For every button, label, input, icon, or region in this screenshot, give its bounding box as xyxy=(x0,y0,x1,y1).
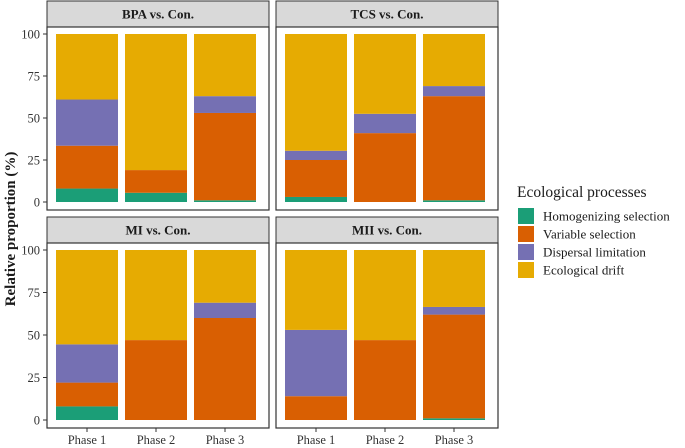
x-tick-label: Phase 3 xyxy=(435,433,474,447)
bar-segment-ecological-drift xyxy=(194,34,256,97)
bar-segment-variable-selection xyxy=(285,160,347,197)
legend-label: Ecological drift xyxy=(543,263,625,278)
bar-segment-homogenizing-selection xyxy=(285,196,347,202)
panel-border xyxy=(275,26,499,211)
bar-segment-variable-selection xyxy=(423,96,485,201)
bar-segment-variable-selection xyxy=(194,112,256,201)
legend-swatch-variable-selection xyxy=(518,226,534,242)
y-tick-label: 75 xyxy=(28,69,41,83)
facet-strip xyxy=(46,0,270,28)
bar-segment-dispersal-limitation xyxy=(285,329,347,397)
y-tick-label: 75 xyxy=(28,286,41,300)
facet-panels: BPA vs. Con. 0 25 50 75 100 TCS vs. Con. MI vs.… xyxy=(21,0,499,447)
x-tick-label: Phase 3 xyxy=(206,433,245,447)
legend: Ecological processes Homogenizing selecti… xyxy=(517,184,670,278)
legend-label: Homogenizing selection xyxy=(543,209,670,224)
bar-segment-ecological-drift xyxy=(423,250,485,307)
bar-segment-ecological-drift xyxy=(125,250,187,341)
facet-strip xyxy=(275,216,499,244)
y-tick-label: 50 xyxy=(28,111,41,125)
legend-label: Dispersal limitation xyxy=(543,245,646,260)
x-tick-label: Phase 2 xyxy=(137,433,176,447)
facet-strip xyxy=(46,216,270,244)
facet-title: TCS vs. Con. xyxy=(351,7,424,22)
bar-segment-dispersal-limitation xyxy=(194,302,256,318)
facet-strip xyxy=(275,0,499,28)
panel-tcs-vs-con: TCS vs. Con. xyxy=(275,0,499,211)
y-tick-label: 0 xyxy=(34,195,40,209)
bar-segment-ecological-drift xyxy=(194,250,256,303)
legend-title: Ecological processes xyxy=(517,184,647,201)
bar-segment-dispersal-limitation xyxy=(56,344,118,383)
y-tick-label: 25 xyxy=(28,371,41,385)
panel-mi-vs-con: MI vs. Con. 0 25 50 75 100 Phase 1 Phase 2 Phase… xyxy=(21,216,270,447)
bar-segment-variable-selection xyxy=(125,340,187,420)
y-tick-label: 50 xyxy=(28,328,41,342)
bar-segment-homogenizing-selection xyxy=(423,418,485,420)
bar-segment-homogenizing-selection xyxy=(56,406,118,420)
legend-label: Variable selection xyxy=(543,227,636,242)
bar-segment-dispersal-limitation xyxy=(354,113,416,134)
facet-title: MII vs. Con. xyxy=(352,223,422,238)
panel-mii-vs-con: MII vs. Con. Phase 1 Phase 2 Phase 3 xyxy=(275,216,499,447)
bar-segment-variable-selection xyxy=(56,145,118,189)
bar-segment-ecological-drift xyxy=(354,34,416,114)
legend-swatch-dispersal-limitation xyxy=(518,244,534,260)
bar-segment-dispersal-limitation xyxy=(423,86,485,97)
bar-segment-dispersal-limitation xyxy=(56,99,118,146)
bar-segment-variable-selection xyxy=(125,170,187,193)
panel-border xyxy=(275,242,499,429)
bar-segment-dispersal-limitation xyxy=(194,96,256,113)
y-tick-label: 25 xyxy=(28,153,41,167)
bar-segment-ecological-drift xyxy=(285,34,347,151)
bar-segment-ecological-drift xyxy=(125,34,187,171)
x-tick-label: Phase 1 xyxy=(297,433,336,447)
x-tick-label: Phase 2 xyxy=(366,433,405,447)
bar-segment-variable-selection xyxy=(194,318,256,420)
bar-segment-ecological-drift xyxy=(354,250,416,341)
bar-segment-homogenizing-selection xyxy=(194,200,256,202)
bar-segment-variable-selection xyxy=(354,340,416,420)
bar-segment-ecological-drift xyxy=(423,34,485,87)
panel-bpa-vs-con: BPA vs. Con. 0 25 50 75 100 xyxy=(21,0,270,211)
bar-segment-homogenizing-selection xyxy=(423,200,485,202)
legend-swatch-ecological-drift xyxy=(518,262,534,278)
bar-segment-homogenizing-selection xyxy=(56,188,118,202)
bar-segment-ecological-drift xyxy=(285,250,347,330)
bar-segment-homogenizing-selection xyxy=(125,192,187,202)
bar-segment-dispersal-limitation xyxy=(285,150,347,160)
y-tick-label: 100 xyxy=(21,243,40,257)
bar-segment-variable-selection xyxy=(285,396,347,420)
bar-segment-ecological-drift xyxy=(56,34,118,100)
bar-segment-dispersal-limitation xyxy=(423,306,485,315)
bar-segment-variable-selection xyxy=(354,133,416,202)
facet-title: MI vs. Con. xyxy=(125,223,190,238)
y-axis-label: Relative proportion (%) xyxy=(3,152,19,307)
x-tick-label: Phase 1 xyxy=(68,433,107,447)
bar-segment-variable-selection xyxy=(423,314,485,419)
bar-segment-variable-selection xyxy=(56,382,118,407)
legend-swatch-homogenizing-selection xyxy=(518,208,534,224)
y-tick-label: 0 xyxy=(34,413,40,427)
facet-title: BPA vs. Con. xyxy=(122,7,194,22)
bar-segment-ecological-drift xyxy=(56,250,118,345)
y-tick-label: 100 xyxy=(21,27,40,41)
